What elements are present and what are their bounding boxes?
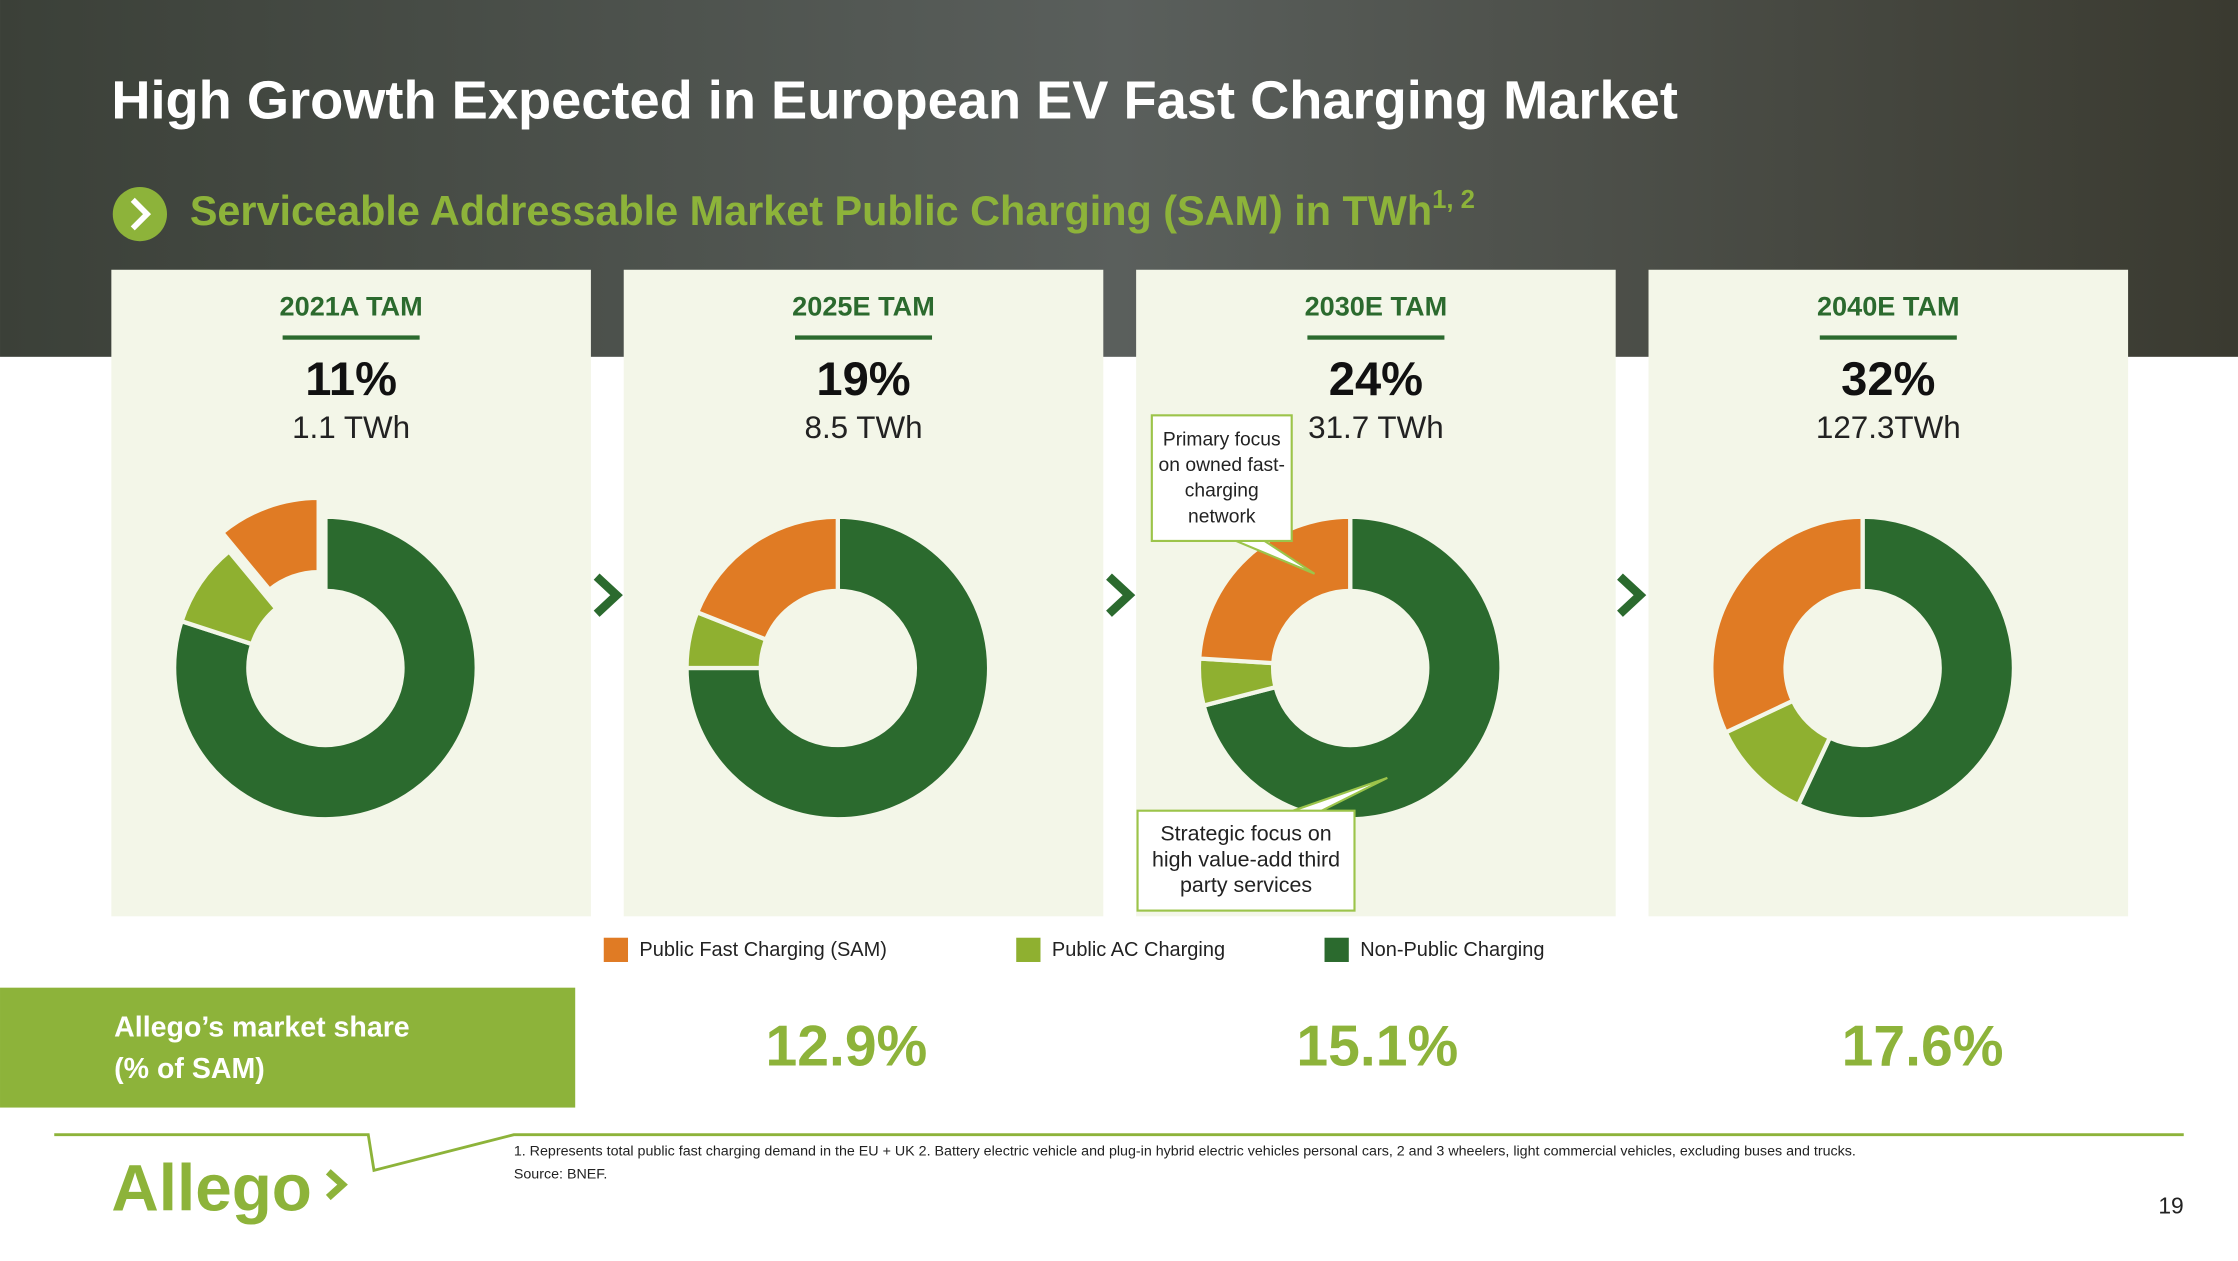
- share-percent: 15.1%: [1296, 1015, 1458, 1079]
- donut-segment: [684, 514, 992, 822]
- donut-segment: [172, 514, 479, 822]
- title-underline: [1819, 335, 1957, 340]
- donut-segment: [694, 514, 840, 643]
- donut-segment: [219, 495, 321, 593]
- footnote: Source: BNEF.: [514, 1166, 608, 1182]
- donut-segment: [1795, 514, 2017, 822]
- footer-line: [54, 1133, 2184, 1173]
- callout-pointer: [1235, 539, 1316, 575]
- callout-box: [1150, 414, 1293, 543]
- total-value: 31.7 TWh: [1308, 410, 1444, 445]
- title-underline: [1307, 335, 1445, 340]
- footnote: 1. Represents total public fast charging…: [514, 1144, 1856, 1160]
- share-percent: 17.6%: [1842, 1015, 2004, 1079]
- legend-swatch: [603, 937, 629, 962]
- chart-title: 2030E TAM: [1305, 290, 1448, 321]
- charts: 2021A TAM 11% 1.1 TWh 2025E TAM 19% 8.5 TWh 20…: [111, 269, 2129, 917]
- callout-text: Strategic focus on high value-add third …: [1151, 822, 1341, 898]
- callout-text: Primary focus on owned fast-charging net…: [1158, 428, 1285, 527]
- callout-pointer: [1292, 776, 1388, 812]
- bullet-chevron: [130, 197, 152, 231]
- share-label: (% of SAM): [114, 1053, 265, 1085]
- share-value: 19%: [816, 352, 910, 405]
- page-number: 19: [2158, 1193, 2183, 1219]
- callout: Strategic focus on high value-add third …: [1151, 822, 1341, 898]
- donut-segment: [1709, 514, 1865, 736]
- logo: Allego: [111, 1152, 312, 1225]
- bullet-icon: [112, 186, 168, 242]
- title-underline: [795, 335, 933, 340]
- logo-chevron: [325, 1169, 348, 1201]
- share-value: 32%: [1841, 352, 1935, 405]
- callout-box: [1136, 809, 1356, 912]
- flow-chevron: [593, 573, 623, 617]
- title: High Growth Expected in European EV Fast…: [111, 71, 1678, 131]
- flow-chevron: [1617, 573, 1647, 617]
- chart-title: 2040E TAM: [1817, 290, 1960, 321]
- legend-swatch: [1016, 937, 1041, 962]
- total-value: 8.5 TWh: [804, 410, 922, 445]
- share-label: Allego’s market share: [114, 1012, 409, 1044]
- donut-segment: [178, 548, 280, 647]
- share-value: 11%: [305, 352, 397, 405]
- total-value: 127.3TWh: [1816, 410, 1961, 445]
- legend-label: Public Fast Charging (SAM): [639, 939, 886, 961]
- donut-segment: [1201, 514, 1504, 822]
- total-value: 1.1 TWh: [292, 410, 410, 445]
- share-value: 24%: [1329, 352, 1423, 405]
- subtitle-text: Serviceable Addressable Market Public Ch…: [190, 188, 1432, 234]
- share-box: [0, 987, 576, 1108]
- legend-label: Non-Public Charging: [1360, 939, 1544, 961]
- legend-swatch: [1324, 937, 1349, 962]
- flow-chevron: [1106, 573, 1136, 617]
- donut-segment: [1196, 514, 1353, 666]
- subtitle-sup: 1, 2: [1432, 186, 1475, 214]
- subtitle: Serviceable Addressable Market Public Ch…: [190, 186, 1475, 234]
- chart-title: 2025E TAM: [792, 290, 935, 321]
- callout: Primary focus on owned fast-charging net…: [1158, 428, 1285, 527]
- chart-title: 2021A TAM: [280, 290, 423, 321]
- share-percent: 12.9%: [765, 1015, 927, 1079]
- title-underline: [282, 335, 420, 340]
- legend-label: Public AC Charging: [1052, 939, 1225, 961]
